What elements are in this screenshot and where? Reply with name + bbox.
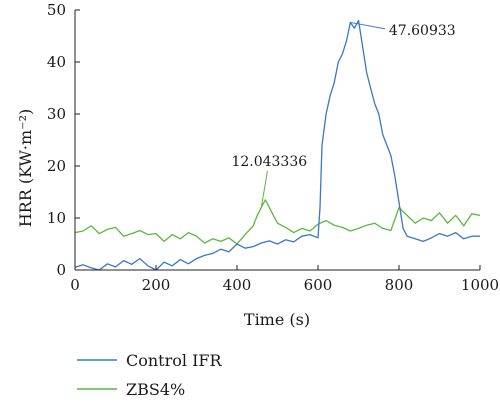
y-tick-label: 20 bbox=[47, 157, 66, 175]
y-axis-label: HRR (KW·m⁻²) bbox=[16, 109, 35, 228]
y-tick-label: 50 bbox=[47, 1, 66, 19]
y-tick-label: 30 bbox=[47, 105, 66, 123]
x-tick-label: 1000 bbox=[461, 276, 499, 294]
y-tick-label: 0 bbox=[56, 261, 66, 279]
y-tick-label: 40 bbox=[47, 53, 66, 71]
annotation-leader-line bbox=[350, 21, 385, 30]
legend: Control IFR ZBS4% bbox=[77, 351, 223, 399]
series-line-control-ifr bbox=[74, 19, 480, 271]
x-tick-label: 600 bbox=[304, 276, 333, 294]
legend-label-control-ifr: Control IFR bbox=[126, 351, 223, 370]
annotation-peak-zbs4: 12.043336 bbox=[231, 154, 307, 170]
annotation-leader-line bbox=[260, 170, 268, 208]
x-tick-label: 200 bbox=[142, 276, 171, 294]
x-axis-label: Time (s) bbox=[244, 310, 310, 329]
x-tick-label: 800 bbox=[385, 276, 414, 294]
x-tick-label: 400 bbox=[223, 276, 252, 294]
series-line-zbs4- bbox=[74, 199, 481, 245]
y-tick-label: 10 bbox=[47, 209, 66, 227]
annotation-peak-control-ifr: 47.60933 bbox=[389, 23, 456, 39]
legend-label-zbs4: ZBS4% bbox=[126, 380, 185, 399]
x-tick-label: 0 bbox=[70, 276, 80, 294]
